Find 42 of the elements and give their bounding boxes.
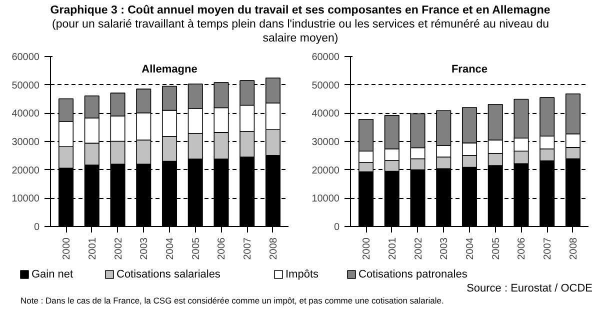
y-tick-label: 20000 [12,165,40,176]
x-tick-label: 2008 [268,237,280,260]
text: France [451,63,488,76]
x-tick-label: 2000 [62,237,73,260]
y-tick-label: 60000 [12,52,40,63]
y-tick-label: 0 [34,222,40,233]
y-tick-label: 50000 [312,80,340,92]
text: Allemagne [142,63,198,76]
x-tick-label: 2005 [190,237,202,260]
x-tick-label: 2008 [568,237,580,260]
y-tick-label: 40000 [12,108,40,120]
text: (pour un salarié travaillant à temps plein dans l'industrie ou les services et rémunéré au niveau du salaire moyen) [52,18,549,44]
source-note: Source : Eurostat / OCDE [466,282,592,294]
y-tick-label: 20000 [312,165,340,176]
y-tick-label: 0 [334,222,340,233]
x-tick-label: 2000 [362,237,373,260]
legend-label: Cotisations salariales [116,268,221,280]
y-tick-label: 30000 [312,137,340,148]
legend-label: Gain net [32,268,74,280]
text: Graphique 3 : Coût annuel moyen du travail et ses composantes en France et en Allemagne [50,4,550,16]
x-tick-label: 2003 [139,237,150,260]
x-tick-label: 2007 [242,237,254,260]
x-tick-label: 2002 [413,237,424,260]
x-tick-label: 2006 [516,237,528,260]
y-tick-label: 10000 [312,194,340,205]
x-tick-label: 2001 [87,237,98,260]
y-tick-label: 50000 [12,80,40,92]
x-tick-label: 2003 [439,237,450,260]
x-tick-label: 2002 [113,237,124,260]
x-tick-label: 2007 [542,237,554,260]
x-tick-label: 2004 [165,237,176,260]
legend-label: Impôts [286,268,320,280]
x-tick-label: 2005 [490,237,502,260]
x-tick-label: 2006 [216,237,228,260]
x-tick-label: 2001 [387,237,398,260]
y-tick-label: 40000 [312,108,340,120]
text: Note : Dans le cas de la France, la CSG est considérée comme un impôt, et pas comme une cotisation salariale. [20,296,444,306]
x-tick-label: 2004 [465,237,476,260]
y-tick-label: 30000 [12,137,40,148]
y-tick-label: 60000 [312,52,340,63]
legend-label: Cotisations patronales [358,268,468,280]
y-tick-label: 10000 [12,194,40,205]
